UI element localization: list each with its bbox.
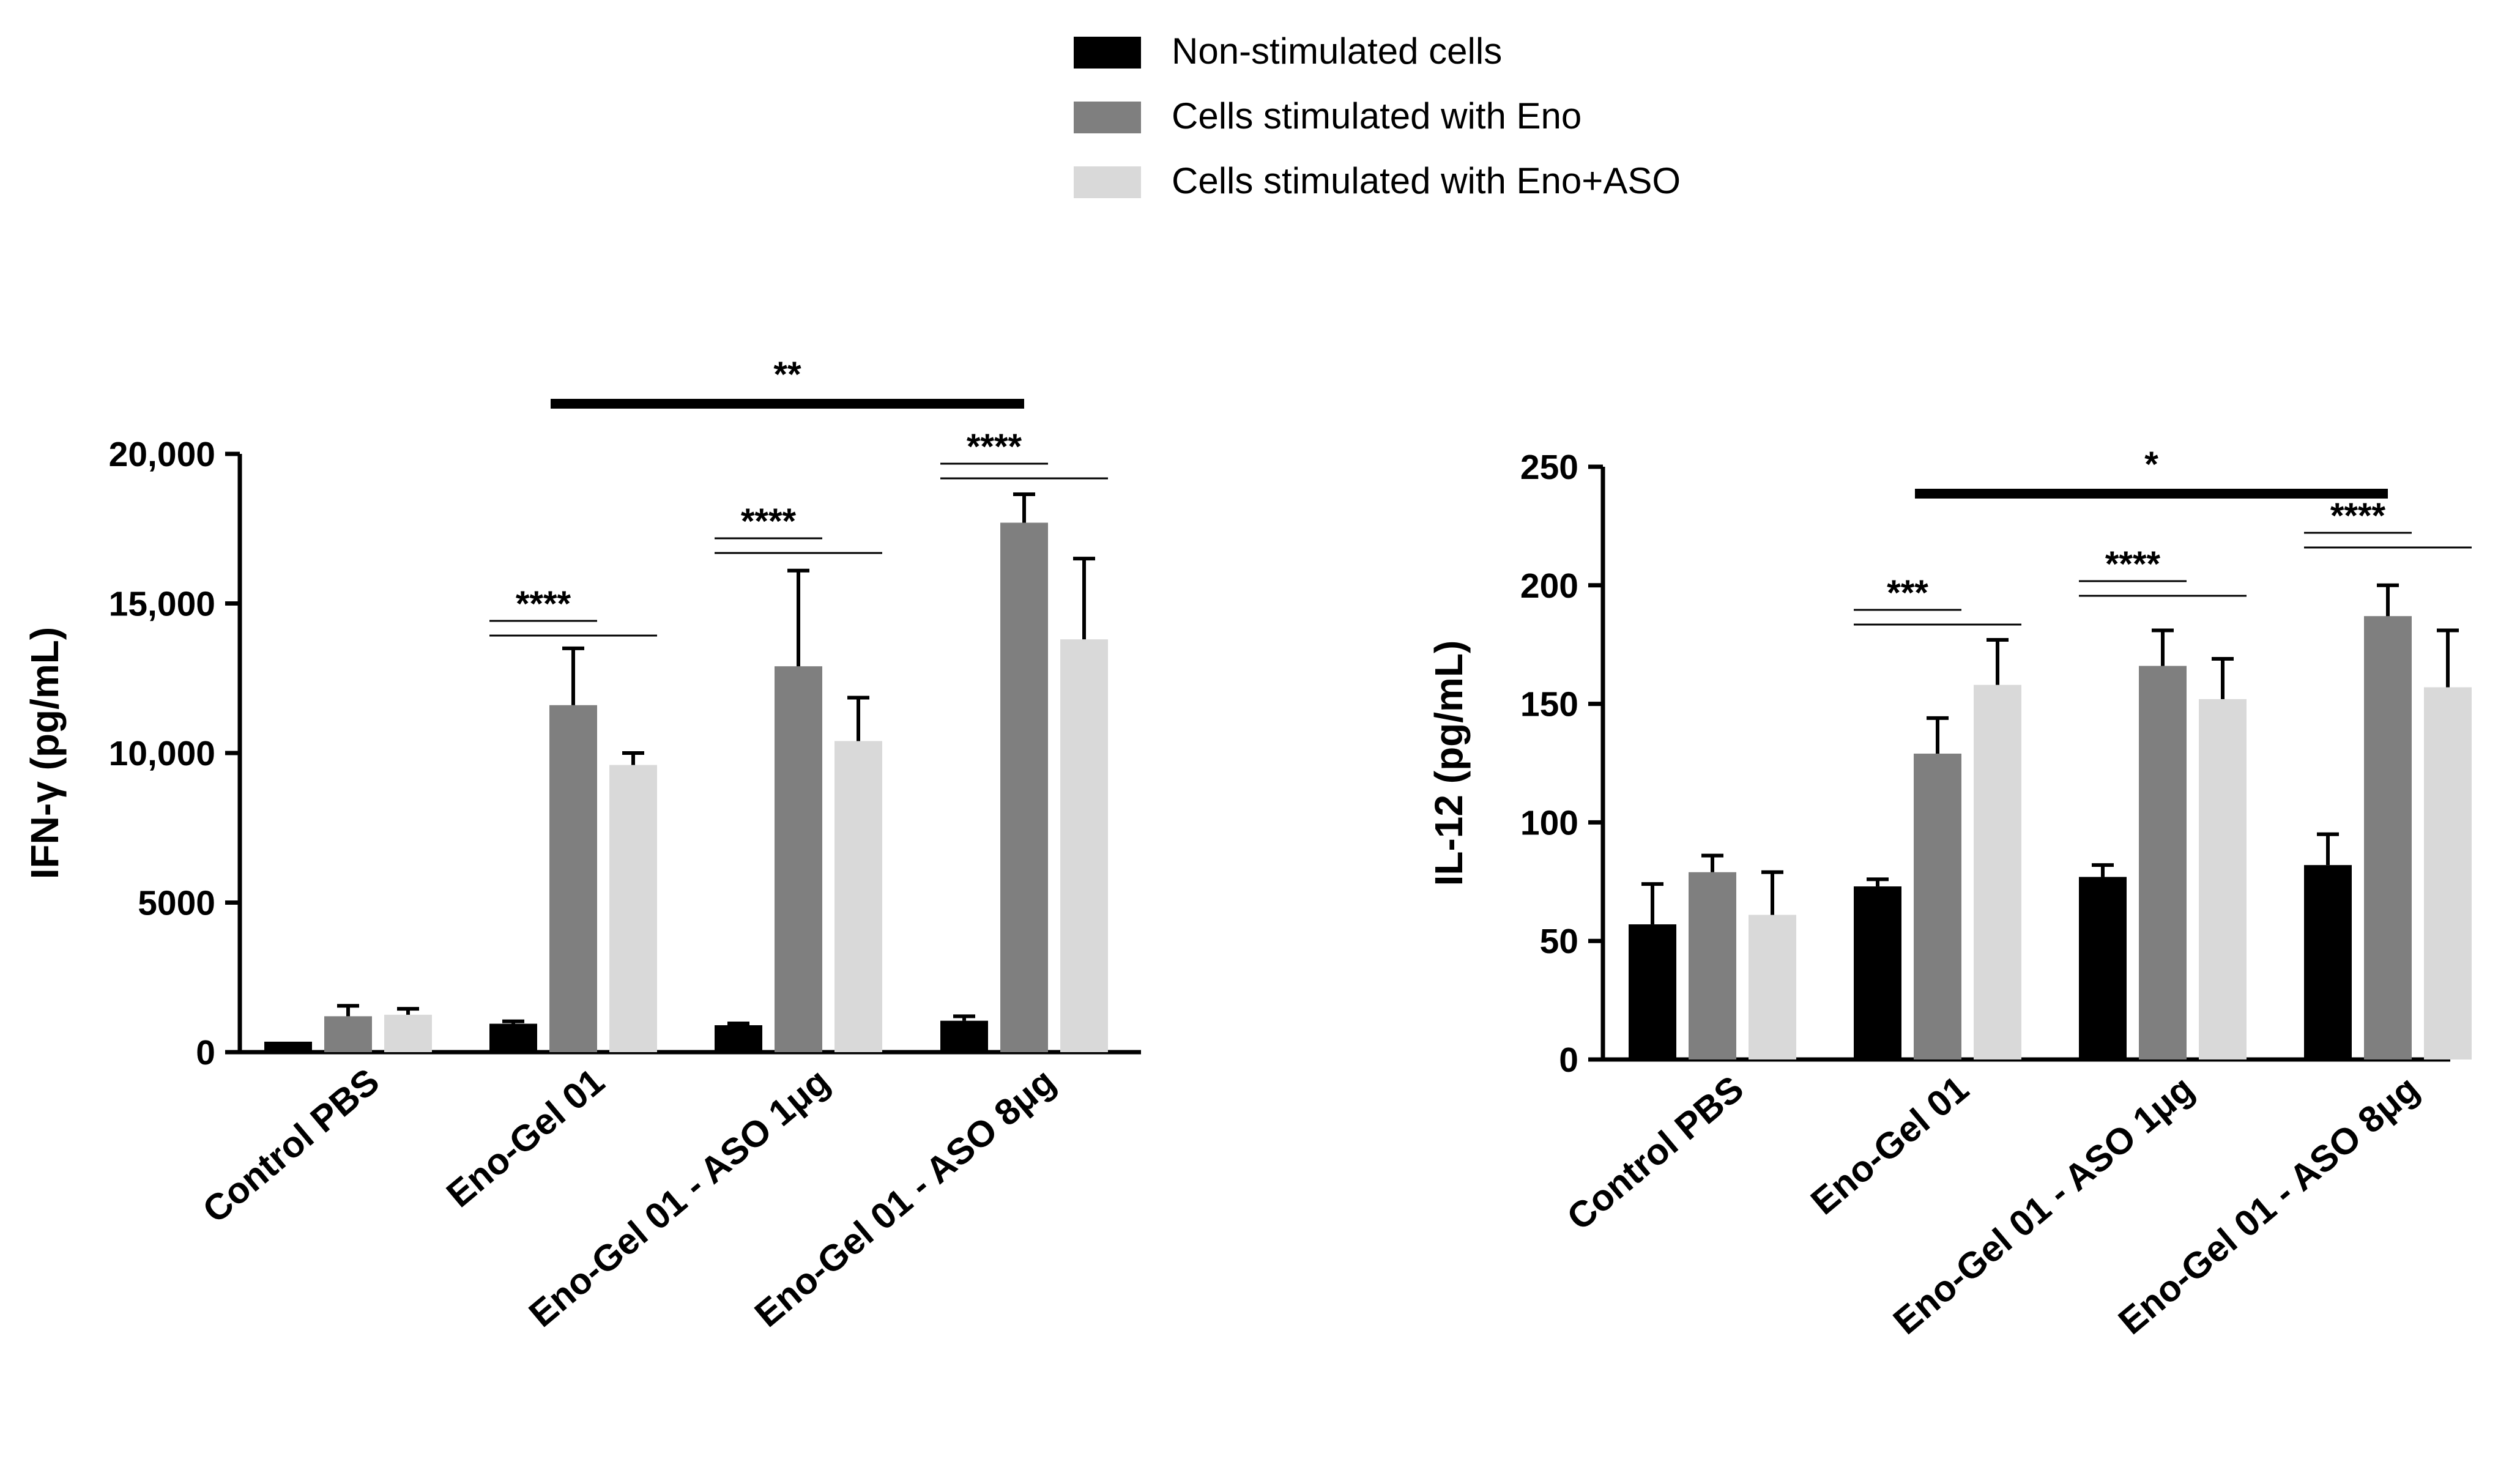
significance-stars: **** xyxy=(2330,496,2386,536)
bar xyxy=(2424,687,2472,1059)
bar xyxy=(1000,522,1048,1052)
significance-stars: ** xyxy=(773,355,801,395)
category-label: Control PBS xyxy=(195,1061,387,1231)
bar xyxy=(1854,886,1901,1059)
bar xyxy=(1060,639,1108,1052)
bar xyxy=(324,1016,372,1052)
legend-swatch xyxy=(1074,37,1141,69)
bar xyxy=(775,666,822,1052)
significance-stars: *** xyxy=(1887,573,1928,613)
bar xyxy=(264,1041,312,1052)
y-tick-label: 200 xyxy=(1520,566,1578,606)
y-axis-label: IL-12 (pg/mL) xyxy=(1427,640,1471,886)
significance-stars: **** xyxy=(967,427,1022,467)
bar xyxy=(384,1014,432,1052)
category-label: Control PBS xyxy=(1559,1068,1752,1238)
bar xyxy=(1749,915,1796,1059)
bar xyxy=(2199,699,2247,1059)
bar xyxy=(2079,877,2127,1059)
bar xyxy=(1629,924,1676,1059)
legend-swatch xyxy=(1074,166,1141,198)
significance-stars: **** xyxy=(741,502,797,541)
significance-stars: **** xyxy=(2105,544,2161,584)
bar xyxy=(549,705,597,1052)
y-tick-label: 50 xyxy=(1540,922,1578,961)
legend-label: Cells stimulated with Eno+ASO xyxy=(1172,160,1681,201)
y-tick-label: 10,000 xyxy=(109,734,215,773)
legend-label: Cells stimulated with Eno xyxy=(1172,95,1582,136)
legend-swatch xyxy=(1074,102,1141,133)
category-label: Eno-Gel 01 xyxy=(1803,1068,1976,1223)
y-tick-label: 5000 xyxy=(138,884,215,923)
bar xyxy=(2364,616,2412,1059)
bar xyxy=(834,741,882,1052)
y-tick-label: 100 xyxy=(1520,803,1578,842)
bar xyxy=(940,1020,988,1052)
significance-stars: **** xyxy=(516,584,571,624)
bar xyxy=(1689,872,1736,1059)
y-tick-label: 20,000 xyxy=(109,435,215,474)
legend-label: Non-stimulated cells xyxy=(1172,31,1502,72)
bar xyxy=(489,1023,537,1052)
y-tick-label: 0 xyxy=(196,1033,215,1072)
bar xyxy=(2139,666,2187,1059)
significance-stars: * xyxy=(2144,445,2158,484)
y-tick-label: 0 xyxy=(1559,1041,1578,1080)
category-label: Eno-Gel 01 xyxy=(439,1061,612,1215)
bar xyxy=(1914,753,1961,1059)
bar xyxy=(1974,685,2021,1059)
y-axis-label: IFN-γ (pg/mL) xyxy=(23,627,67,879)
y-tick-label: 250 xyxy=(1520,448,1578,487)
legend: Non-stimulated cells Cells stimulated wit… xyxy=(1074,31,1681,201)
ifn-gamma-chart: 0 5000 10,000 15,000 20,000 IFN-γ (pg/mL) Cont… xyxy=(23,355,1141,1335)
y-tick-label: 150 xyxy=(1520,685,1578,724)
il-12-chart: 0 50 100 150 200 250 IL-12 (pg/mL) Control PBS E… xyxy=(1427,445,2472,1342)
bar xyxy=(609,765,657,1052)
bar xyxy=(715,1025,762,1052)
y-tick-label: 15,000 xyxy=(109,585,215,624)
bar xyxy=(2304,865,2352,1059)
